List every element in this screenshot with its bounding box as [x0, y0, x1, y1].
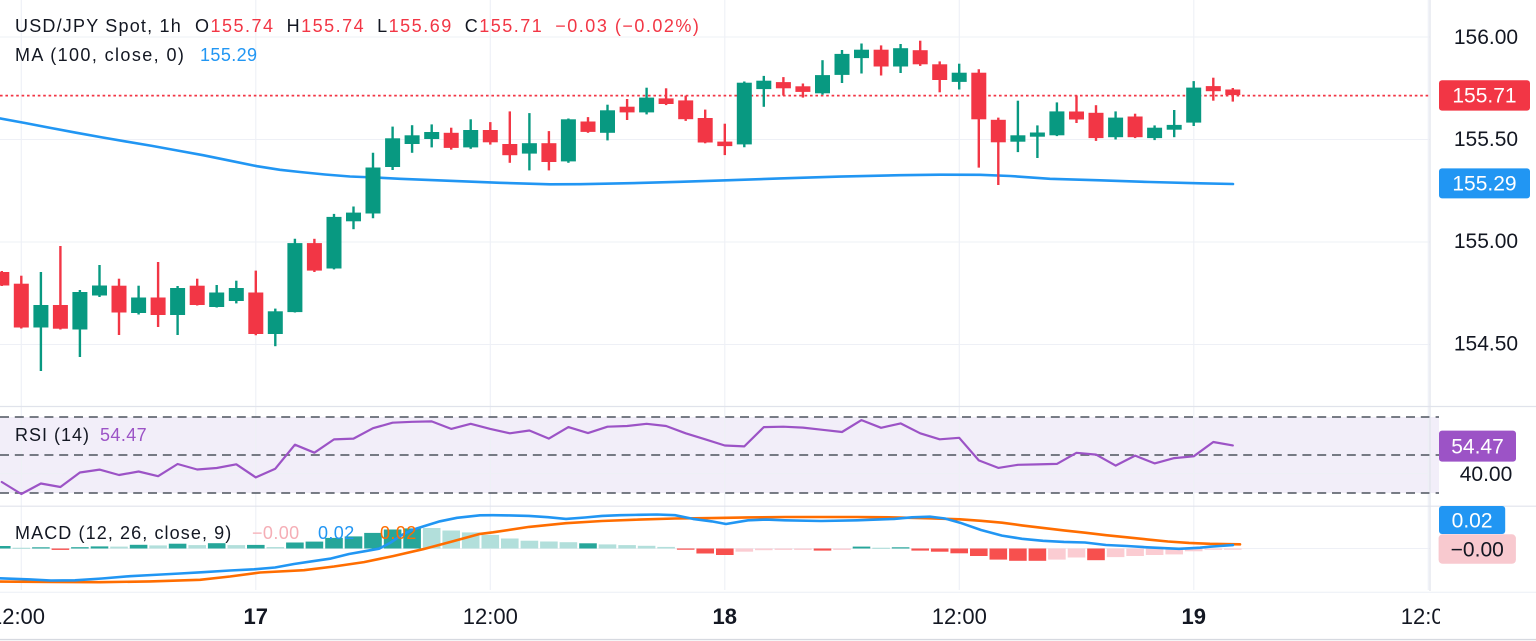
svg-text:−0.00: −0.00	[252, 523, 300, 543]
svg-text:54.47: 54.47	[1451, 435, 1504, 458]
svg-text:17: 17	[244, 604, 268, 629]
svg-text:155.00: 155.00	[1454, 230, 1518, 253]
svg-text:156.00: 156.00	[1454, 26, 1518, 49]
svg-text:19: 19	[1182, 604, 1206, 629]
svg-text:−0.00: −0.00	[1451, 538, 1504, 561]
svg-text:18: 18	[713, 604, 737, 629]
svg-text:12:00: 12:00	[1401, 604, 1456, 629]
svg-text:12:00: 12:00	[0, 604, 45, 629]
svg-text:0.02: 0.02	[380, 523, 417, 543]
svg-text:12:00: 12:00	[463, 604, 518, 629]
svg-text:40.00: 40.00	[1460, 463, 1513, 486]
svg-text:155.29: 155.29	[1452, 173, 1516, 196]
svg-text:154.50: 154.50	[1454, 333, 1518, 356]
svg-text:RSI (14): RSI (14)	[15, 425, 90, 445]
svg-text:MA (100, close, 0): MA (100, close, 0)	[15, 45, 185, 65]
svg-text:155.29: 155.29	[200, 45, 257, 65]
svg-text:USD/JPY Spot, 1h: USD/JPY Spot, 1h	[15, 16, 182, 36]
svg-text:MACD (12, 26, close, 9): MACD (12, 26, close, 9)	[15, 523, 232, 543]
svg-text:54.47: 54.47	[100, 425, 147, 445]
svg-text:155.71: 155.71	[1452, 85, 1516, 108]
svg-text:0.02: 0.02	[1452, 509, 1493, 532]
svg-text:155.50: 155.50	[1454, 128, 1518, 151]
svg-text:12:00: 12:00	[932, 604, 987, 629]
svg-text:0.02: 0.02	[318, 523, 355, 543]
